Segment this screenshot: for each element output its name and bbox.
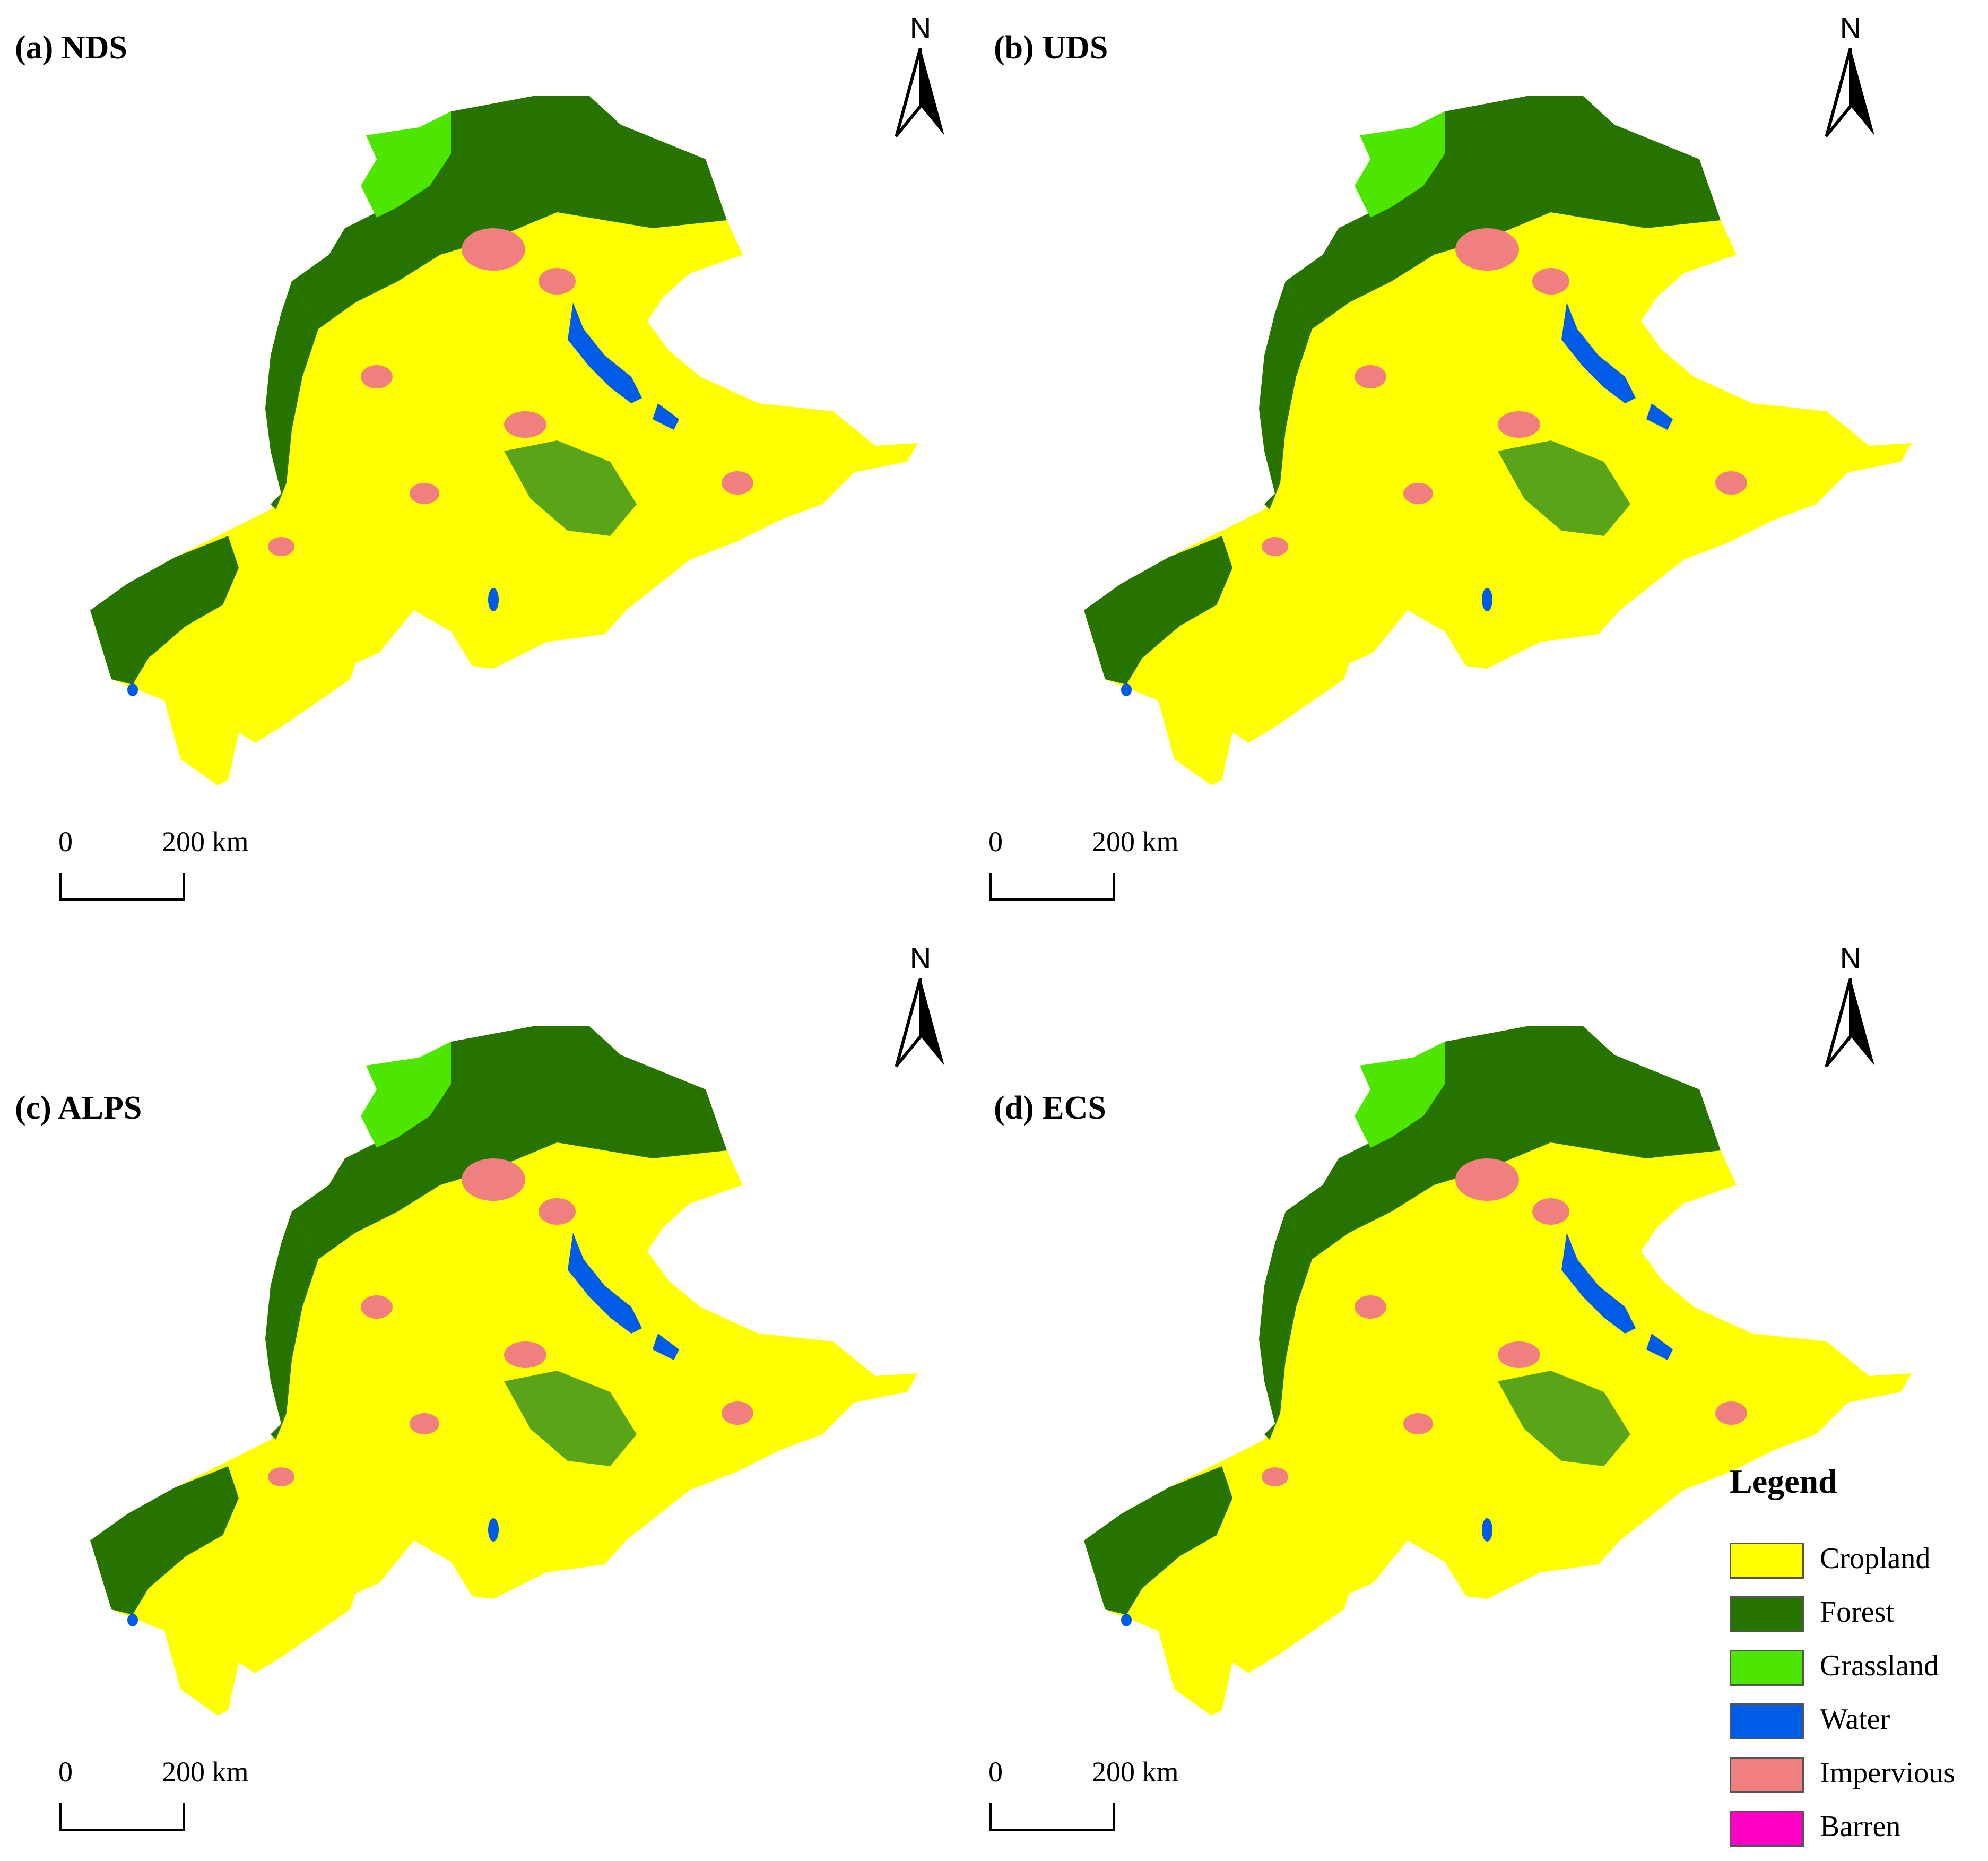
scale-bar-start: 0	[988, 1756, 1003, 1788]
north-arrow-icon	[1821, 48, 1880, 138]
north-arrow-label: N	[909, 941, 932, 975]
north-arrow-label: N	[1839, 941, 1862, 975]
legend-swatch	[1730, 1703, 1804, 1739]
legend-item-water: Water	[1727, 1697, 1982, 1739]
legend-swatch	[1730, 1543, 1804, 1579]
map-panel-a: (a) NDS N 0 200 km	[0, 0, 994, 930]
legend-label: Barren	[1820, 1810, 1901, 1843]
panel-title: (b) UDS	[994, 30, 1108, 66]
scale-bar-end: 200 km	[162, 826, 249, 858]
scale-bar: 0 200 km	[988, 1755, 1179, 1835]
legend-item-forest: Forest	[1727, 1590, 1982, 1632]
land-cover-map	[80, 80, 928, 849]
north-arrow-label: N	[909, 11, 932, 45]
scale-bar: 0 200 km	[58, 1755, 249, 1835]
legend-label: Grassland	[1820, 1649, 1939, 1682]
north-arrow-icon	[1821, 978, 1880, 1068]
legend-swatch	[1730, 1811, 1804, 1847]
north-arrow: N	[891, 941, 950, 1068]
north-arrow: N	[1821, 941, 1880, 1068]
north-arrow-icon	[891, 48, 950, 138]
legend-item-cropland: Cropland	[1727, 1536, 1982, 1579]
map-panel-d: (d) ECS N 0 200 km	[988, 930, 1987, 1860]
scale-bar-end: 200 km	[162, 1756, 249, 1788]
panel-title: (d) ECS	[994, 1090, 1106, 1126]
scale-bar-line	[58, 868, 196, 905]
north-arrow: N	[891, 11, 950, 138]
land-cover-map	[1073, 80, 1922, 849]
scale-bar: 0 200 km	[58, 825, 249, 905]
scale-bar-end: 200 km	[1092, 1756, 1179, 1788]
legend-title: Legend	[1730, 1462, 1837, 1500]
panel-title: (c) ALPS	[15, 1090, 142, 1126]
map-legend: Legend Cropland Forest Grassland Water I…	[1727, 1462, 1982, 1855]
legend-swatch	[1730, 1596, 1804, 1632]
north-arrow-icon	[891, 978, 950, 1068]
legend-label: Water	[1820, 1703, 1890, 1736]
scale-bar-start: 0	[58, 1756, 73, 1788]
scale-bar-line	[988, 868, 1126, 905]
scale-bar-end: 200 km	[1092, 826, 1179, 858]
legend-label: Impervious	[1820, 1756, 1956, 1789]
land-cover-map	[80, 1010, 928, 1779]
legend-swatch	[1730, 1650, 1804, 1686]
legend-label: Cropland	[1820, 1542, 1931, 1575]
legend-item-barren: Barren	[1727, 1804, 1982, 1847]
legend-label: Forest	[1820, 1596, 1894, 1629]
panel-title: (a) NDS	[15, 30, 127, 66]
legend-item-impervious: Impervious	[1727, 1751, 1982, 1793]
scale-bar-line	[988, 1798, 1126, 1835]
scale-bar-start: 0	[58, 826, 73, 858]
legend-swatch	[1730, 1757, 1804, 1793]
legend-item-grassland: Grassland	[1727, 1643, 1982, 1686]
scale-bar-line	[58, 1798, 196, 1835]
scale-bar: 0 200 km	[988, 825, 1179, 905]
north-arrow-label: N	[1839, 11, 1862, 45]
map-panel-c: (c) ALPS N 0 200 km	[0, 930, 994, 1860]
map-panel-b: (b) UDS N 0 200 km	[988, 0, 1987, 930]
north-arrow: N	[1821, 11, 1880, 138]
scale-bar-start: 0	[988, 826, 1003, 858]
